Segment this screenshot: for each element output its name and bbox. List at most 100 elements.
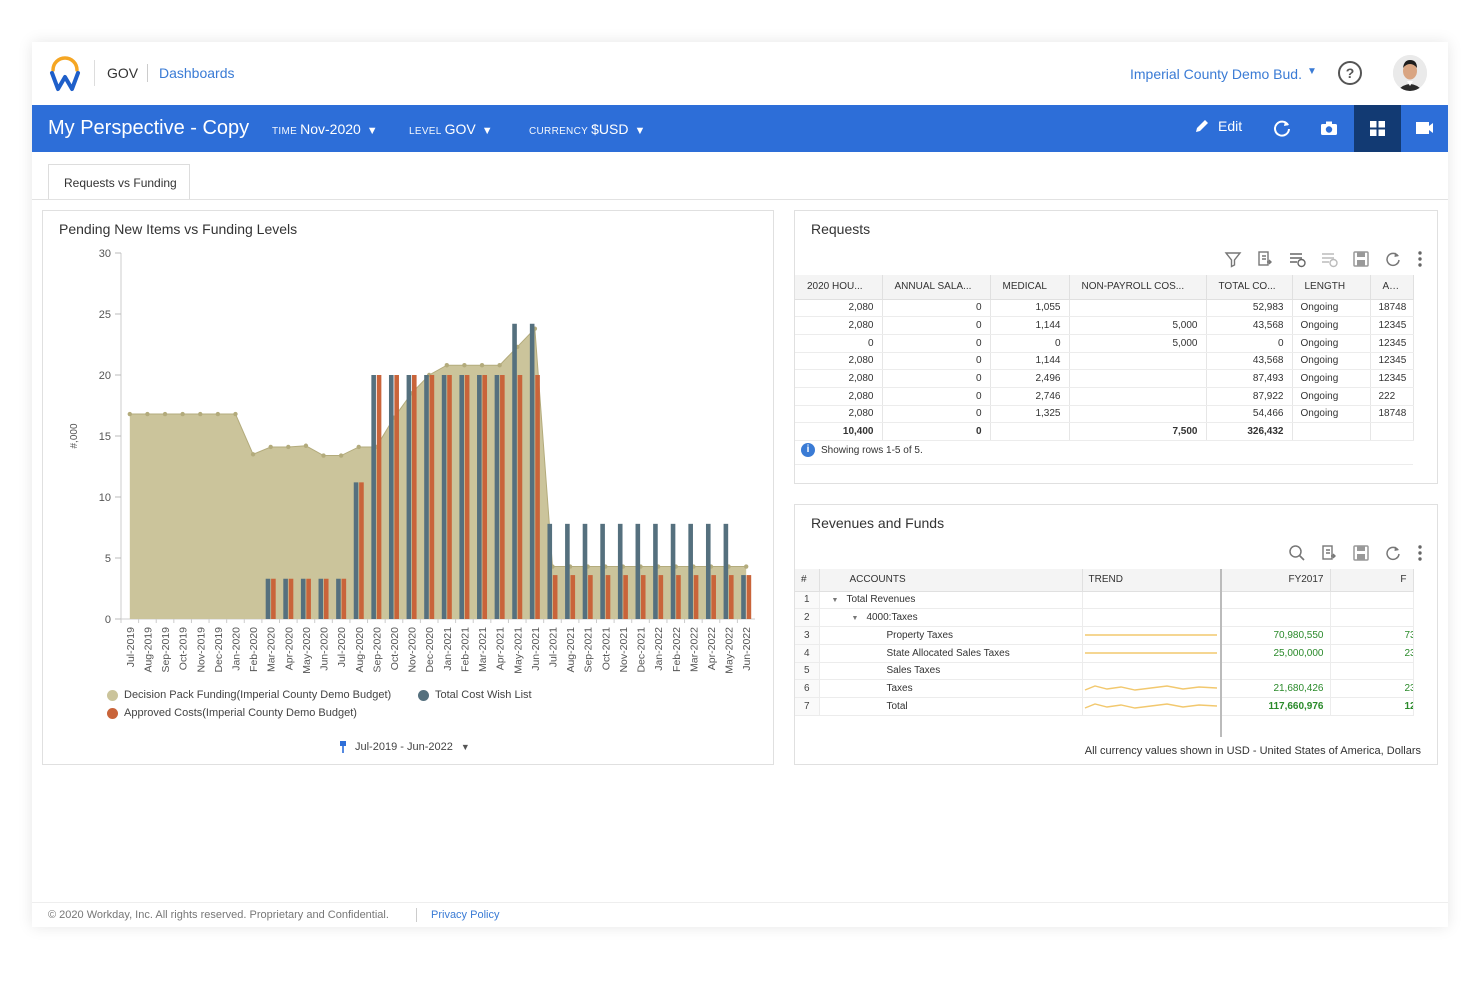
legend-item-total-cost-wish-list[interactable]: Total Cost Wish List xyxy=(418,689,532,701)
table-cell[interactable]: 1,144 xyxy=(990,352,1070,371)
bar-approved-costs[interactable] xyxy=(552,575,558,619)
column-header[interactable]: TREND xyxy=(1082,569,1221,592)
value-cell[interactable]: 117,660,976 xyxy=(1220,697,1331,717)
table-cell[interactable]: 0 xyxy=(882,299,991,318)
bar-total-cost-wish-list[interactable] xyxy=(512,323,517,619)
bar-approved-costs[interactable] xyxy=(306,578,311,619)
bar-total-cost-wish-list[interactable] xyxy=(265,578,271,619)
grid-view-button[interactable] xyxy=(1354,105,1401,152)
area-point[interactable] xyxy=(286,444,291,450)
value-cell[interactable]: 23,2 xyxy=(1330,644,1414,663)
table-cell[interactable]: 18748 xyxy=(1370,299,1414,318)
table-row[interactable]: 4 State Allocated Sales Taxes 25,000,00023… xyxy=(795,644,1414,663)
bar-approved-costs[interactable] xyxy=(658,575,664,619)
table-cell[interactable]: 54,466 xyxy=(1206,405,1293,424)
export-icon[interactable] xyxy=(1255,249,1275,269)
area-point[interactable] xyxy=(338,453,344,458)
remove-rows-icon[interactable] xyxy=(1319,249,1339,269)
table-cell[interactable]: 2,080 xyxy=(795,369,883,388)
account-cell[interactable]: State Allocated Sales Taxes xyxy=(819,644,1083,663)
camera-icon[interactable] xyxy=(1318,117,1340,139)
bar-total-cost-wish-list[interactable] xyxy=(741,575,746,619)
bar-total-cost-wish-list[interactable] xyxy=(459,375,465,619)
bar-total-cost-wish-list[interactable] xyxy=(318,578,324,619)
bar-approved-costs[interactable] xyxy=(394,375,399,619)
bar-total-cost-wish-list[interactable] xyxy=(705,523,711,619)
area-point[interactable] xyxy=(444,363,450,368)
table-row[interactable]: 2,080 0 2,746 87,922 Ongoing 222 xyxy=(795,387,1414,406)
area-point[interactable] xyxy=(321,453,326,458)
column-header[interactable]: 2020 HOU... xyxy=(795,275,883,300)
value-cell[interactable]: 70,980,550 xyxy=(1220,626,1331,645)
table-cell[interactable] xyxy=(1069,369,1207,388)
area-point[interactable] xyxy=(250,452,256,457)
area-point[interactable] xyxy=(497,363,502,368)
table-cell[interactable]: 0 xyxy=(882,334,991,353)
bar-approved-costs[interactable] xyxy=(517,375,523,619)
save-icon[interactable] xyxy=(1351,543,1371,563)
table-row[interactable]: 3 Property Taxes 70,980,55073,9 xyxy=(795,626,1414,645)
table-cell[interactable]: 43,568 xyxy=(1206,316,1293,335)
table-cell[interactable]: Ongoing xyxy=(1292,369,1371,388)
area-point[interactable] xyxy=(303,443,309,448)
table-cell[interactable] xyxy=(1069,352,1207,371)
table-cell[interactable]: 2,080 xyxy=(795,387,883,406)
column-header[interactable]: ANNUAL SALA... xyxy=(882,275,991,300)
bar-approved-costs[interactable] xyxy=(411,375,417,619)
more-icon[interactable] xyxy=(1415,543,1425,563)
table-cell[interactable]: 2,080 xyxy=(795,405,883,424)
bar-total-cost-wish-list[interactable] xyxy=(723,523,729,619)
table-cell[interactable]: 1,144 xyxy=(990,316,1070,335)
table-cell[interactable]: 5,000 xyxy=(1069,334,1207,353)
breadcrumb-dashboards[interactable]: Dashboards xyxy=(159,65,235,81)
tenant-selector[interactable]: Imperial County Demo Bud. xyxy=(1130,66,1302,82)
area-point[interactable] xyxy=(356,444,361,450)
expand-caret-icon[interactable]: ▼ xyxy=(851,614,859,622)
add-rows-icon[interactable] xyxy=(1287,249,1307,269)
table-cell[interactable]: 1,055 xyxy=(990,299,1070,318)
legend-item-decision-pack[interactable]: Decision Pack Funding(Imperial County De… xyxy=(107,689,391,701)
value-cell[interactable]: 73,9 xyxy=(1330,626,1414,645)
tab-requests-vs-funding[interactable]: Requests vs Funding xyxy=(48,164,190,200)
table-cell[interactable]: Ongoing xyxy=(1292,405,1371,424)
table-cell[interactable]: 222 xyxy=(1370,387,1414,406)
account-cell[interactable]: ▼ 4000:Taxes xyxy=(819,608,1083,627)
table-row[interactable]: 2,080 0 1,055 52,983 Ongoing 18748 xyxy=(795,299,1414,318)
legend-item-approved-costs[interactable]: Approved Costs(Imperial County Demo Budg… xyxy=(107,707,357,719)
bar-total-cost-wish-list[interactable] xyxy=(565,523,570,619)
bar-total-cost-wish-list[interactable] xyxy=(547,523,553,619)
column-header[interactable]: FY2017 xyxy=(1220,569,1331,592)
column-header[interactable]: MEDICAL xyxy=(990,275,1070,300)
table-row[interactable]: 2,080 0 2,496 87,493 Ongoing 12345 xyxy=(795,369,1414,388)
table-cell[interactable]: 5,000 xyxy=(1069,316,1207,335)
table-cell[interactable]: 1,325 xyxy=(990,405,1070,424)
area-point[interactable] xyxy=(479,363,485,368)
bar-approved-costs[interactable] xyxy=(676,575,681,619)
bar-total-cost-wish-list[interactable] xyxy=(688,523,693,619)
table-cell[interactable]: 87,493 xyxy=(1206,369,1293,388)
expand-caret-icon[interactable]: ▼ xyxy=(831,597,839,605)
avatar[interactable] xyxy=(1393,55,1427,91)
bar-approved-costs[interactable] xyxy=(323,578,329,619)
bar-approved-costs[interactable] xyxy=(570,575,576,619)
account-cell[interactable]: Taxes xyxy=(819,679,1083,699)
account-cell[interactable]: ▼ Total Revenues xyxy=(819,591,1083,610)
area-point[interactable] xyxy=(198,411,203,417)
account-cell[interactable]: Sales Taxes xyxy=(819,662,1083,681)
filter-icon[interactable] xyxy=(1223,249,1243,269)
value-cell[interactable] xyxy=(1220,608,1331,627)
value-cell[interactable] xyxy=(1330,591,1414,610)
table-cell[interactable]: 0 xyxy=(1206,334,1293,353)
bar-total-cost-wish-list[interactable] xyxy=(371,375,376,619)
refresh-icon[interactable] xyxy=(1271,117,1293,139)
bar-approved-costs[interactable] xyxy=(482,375,488,619)
table-cell[interactable]: 0 xyxy=(882,316,991,335)
table-cell[interactable]: 0 xyxy=(882,387,991,406)
search-icon[interactable] xyxy=(1287,543,1307,563)
table-cell[interactable]: Ongoing xyxy=(1292,334,1371,353)
column-header[interactable]: AMEN xyxy=(1370,275,1414,300)
workday-logo-icon[interactable] xyxy=(48,56,82,92)
account-cell[interactable]: Total xyxy=(819,697,1083,717)
value-cell[interactable]: 25,000,000 xyxy=(1220,644,1331,663)
table-cell[interactable]: 2,746 xyxy=(990,387,1070,406)
